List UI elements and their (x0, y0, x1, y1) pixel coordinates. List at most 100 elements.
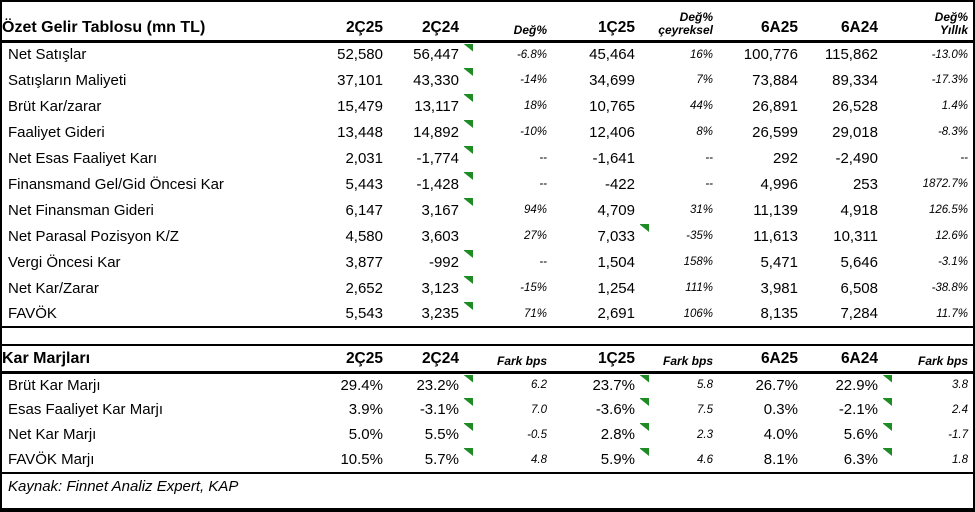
cell-value: 11,613 (753, 227, 798, 245)
cell-value: 8% (696, 126, 713, 138)
cell-value: 3.8 (883, 372, 973, 397)
column-header: Fark bps (640, 345, 718, 374)
cell-value: 115,862 (824, 46, 878, 64)
cell-value: -1,774 (416, 149, 459, 167)
row-label: Net Esas Faaliyet Karı (8, 149, 158, 167)
cell-value: -1,428 (416, 175, 459, 193)
cell-value: 26,528 (832, 97, 878, 115)
cell-value: -- (705, 178, 713, 190)
green-flag-icon (464, 94, 473, 102)
row-label: Net Kar/Zarar (8, 279, 99, 297)
row-label: Esas Faaliyet Kar Marjı (8, 401, 164, 418)
cell-value: 6,508 (840, 279, 878, 297)
cell-value: 34,699 (589, 71, 635, 89)
cell-value: 5.5% (424, 426, 459, 443)
table-row: Faaliyet Gideri 13,448 14,892 -10% 12,406 8% 2… (2, 119, 973, 145)
cell-value: -3.6% (595, 401, 635, 418)
cell-value: 1,254 (597, 279, 635, 297)
margins-header-row: Kar Marjları 2Ç25 2Ç24 Fark bps 1Ç25 Fark bp… (2, 345, 973, 374)
cell-value: 253 (852, 175, 878, 193)
cell-value: 106% (683, 307, 713, 320)
cell-value: 29,018 (832, 123, 878, 141)
cell-value: 5.9% (600, 451, 635, 468)
cell-value: 45,464 (589, 46, 635, 64)
cell-value: 7.0 (464, 397, 552, 422)
cell-value: 12,406 (589, 123, 635, 141)
income-header-row: Özet Gelir Tablosu (mn TL) 2Ç25 2Ç24 Değ% 1… (2, 2, 973, 43)
cell-value: 2.3 (640, 422, 718, 447)
cell-value: 8.1% (763, 451, 798, 468)
table-row: Net Esas Faaliyet Karı 2,031 -1,774 -- -1,64… (2, 145, 973, 171)
column-header: Değ% (464, 2, 552, 43)
column-header: 2Ç25 (310, 345, 388, 374)
source-note: Kaynak: Finnet Analiz Expert, KAP (2, 472, 973, 498)
column-header: 1Ç25 (552, 345, 640, 374)
cell-value: 6.3% (843, 451, 878, 468)
cell-value: -10% (464, 119, 552, 145)
cell-value: -- (960, 152, 968, 164)
cell-value: 14,892 (413, 123, 459, 141)
cell-value: 7,033 (597, 227, 635, 245)
cell-value: 4.0% (763, 426, 798, 443)
cell-value: 94% (464, 197, 552, 223)
cell-value: 3,981 (760, 279, 798, 297)
cell-value: -422 (604, 175, 635, 193)
table-row: Net Satışlar 52,580 56,447 -6.8% 45,464 16% 10… (2, 41, 973, 67)
cell-value: -6.8% (464, 41, 552, 67)
cell-value: 5,646 (840, 253, 878, 271)
cell-value: -35% (640, 223, 718, 249)
cell-value: 3,167 (421, 201, 459, 219)
cell-value: 5.6% (843, 426, 878, 443)
column-header: Değ% çeyreksel (640, 2, 718, 43)
cell-value: 126.5% (928, 204, 968, 216)
column-header: 6A25 (718, 2, 803, 43)
green-flag-icon (640, 448, 649, 456)
row-label: Net Parasal Pozisyon K/Z (8, 227, 179, 245)
cell-value: 71% (464, 301, 552, 327)
cell-value: 5,543 (345, 305, 383, 322)
green-flag-icon (883, 423, 892, 431)
cell-value: 3,877 (345, 253, 383, 271)
cell-value: -1,641 (592, 149, 635, 167)
cell-value: 292 (772, 149, 798, 167)
row-label: Finansmand Gel/Gid Öncesi Kar (8, 175, 224, 193)
table-row: FAVÖK Marjı 10.5% 5.7% 4.8 5.9% 4.6 8.1% 6.3% 1.… (2, 447, 973, 472)
cell-value: 31% (689, 204, 713, 216)
cell-value: -3.1% (419, 401, 459, 418)
cell-value: 1.8 (883, 447, 973, 472)
row-label: Brüt Kar/zarar (8, 97, 102, 115)
column-header: 1Ç25 (552, 2, 640, 43)
cell-value: 5.7% (424, 451, 459, 468)
green-flag-icon (883, 374, 892, 383)
green-flag-icon (640, 374, 649, 383)
cell-value: 16% (689, 48, 713, 61)
green-flag-icon (464, 302, 473, 310)
green-flag-icon (464, 448, 473, 456)
column-header: 2Ç24 (388, 2, 464, 43)
cell-value: 26,891 (752, 97, 798, 115)
cell-value: 52,580 (337, 46, 383, 64)
green-flag-icon (464, 43, 473, 52)
column-header: 6A24 (803, 2, 883, 43)
table-row: Brüt Kar/zarar 15,479 13,117 18% 10,765 44% 26… (2, 93, 973, 119)
cell-value: 2,652 (345, 279, 383, 297)
row-label: Net Finansman Gideri (8, 201, 154, 219)
cell-value: 2,031 (345, 149, 383, 167)
cell-value: 29.4% (340, 376, 383, 394)
column-header: Fark bps (883, 345, 973, 374)
row-label: FAVÖK Marjı (8, 451, 95, 468)
cell-value: 1872.7% (922, 178, 968, 190)
cell-value: 37,101 (337, 71, 383, 89)
cell-value: 7,284 (840, 305, 878, 322)
table-row: Esas Faaliyet Kar Marjı 3.9% -3.1% 7.0 -3.6%… (2, 397, 973, 422)
cell-value: 4.8 (464, 447, 552, 472)
green-flag-icon (464, 68, 473, 76)
cell-value: 4.6 (640, 447, 718, 472)
cell-value: 12.6% (935, 230, 968, 242)
cell-value: 44% (689, 100, 713, 112)
cell-value: 3,235 (421, 305, 459, 322)
cell-value: 100,776 (743, 46, 798, 64)
green-flag-icon (640, 423, 649, 431)
table-row: Brüt Kar Marjı 29.4% 23.2% 6.2 23.7% 5.8 26.7%… (2, 372, 973, 397)
green-flag-icon (464, 172, 473, 180)
